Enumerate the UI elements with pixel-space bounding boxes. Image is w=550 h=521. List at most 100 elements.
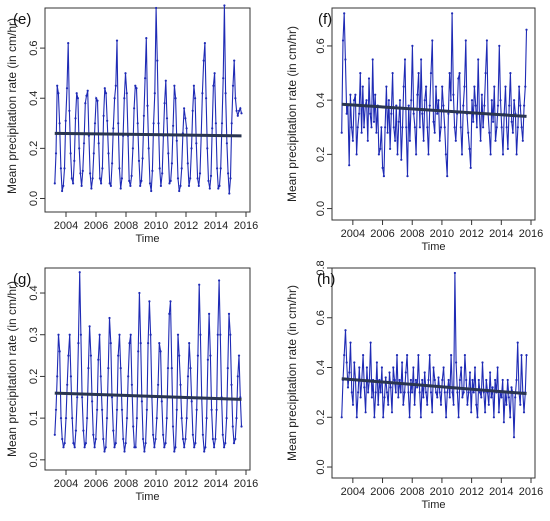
data-point bbox=[479, 139, 482, 142]
data-point bbox=[450, 354, 453, 357]
data-point bbox=[73, 446, 76, 449]
data-point bbox=[349, 93, 352, 96]
data-point bbox=[379, 147, 382, 150]
data-point bbox=[431, 39, 434, 42]
data-point bbox=[79, 172, 82, 175]
data-point bbox=[408, 416, 411, 419]
data-point bbox=[140, 179, 143, 182]
data-point bbox=[456, 391, 459, 394]
data-point bbox=[180, 417, 183, 420]
data-point bbox=[159, 350, 162, 353]
data-point bbox=[148, 300, 151, 303]
data-point bbox=[451, 391, 454, 394]
data-point bbox=[206, 147, 209, 150]
data-point bbox=[353, 361, 356, 364]
data-point bbox=[70, 177, 73, 180]
data-point bbox=[211, 127, 214, 130]
data-point bbox=[198, 283, 201, 286]
data-point bbox=[107, 152, 110, 155]
data-point bbox=[426, 126, 429, 129]
data-point bbox=[165, 117, 169, 120]
panel-h: 2004 2006 2008 2010 2012 2014 2016 0.0 0.2 0.4 0.6… bbox=[285, 260, 543, 511]
data-point bbox=[142, 114, 145, 117]
data-point bbox=[125, 417, 129, 420]
data-point bbox=[366, 139, 369, 142]
data-point bbox=[147, 147, 150, 150]
data-point bbox=[190, 400, 193, 403]
data-point bbox=[421, 378, 424, 382]
data-point bbox=[209, 354, 212, 357]
data-point bbox=[224, 92, 227, 95]
data-point bbox=[227, 172, 230, 175]
data-point bbox=[235, 109, 238, 112]
data-point bbox=[494, 139, 497, 142]
data-point bbox=[196, 177, 199, 180]
x-tick-label: 2008 bbox=[400, 486, 424, 498]
data-point bbox=[236, 375, 239, 378]
data-point bbox=[184, 437, 187, 441]
data-point bbox=[61, 189, 64, 193]
data-point bbox=[432, 120, 435, 123]
data-point bbox=[446, 391, 449, 394]
data-point bbox=[98, 333, 101, 336]
data-point bbox=[459, 126, 462, 129]
data-point bbox=[519, 403, 522, 406]
data-point bbox=[113, 446, 116, 449]
data-point bbox=[85, 94, 88, 97]
data-point bbox=[475, 126, 478, 129]
data-point bbox=[510, 120, 513, 123]
data-point bbox=[472, 391, 475, 394]
data-point bbox=[118, 167, 121, 170]
data-point bbox=[185, 127, 188, 130]
data-point bbox=[96, 99, 99, 102]
data-point bbox=[122, 437, 125, 441]
data-point bbox=[482, 391, 485, 394]
plot-frame bbox=[44, 267, 251, 471]
data-point bbox=[196, 354, 199, 357]
data-point bbox=[460, 153, 464, 156]
data-point bbox=[114, 442, 117, 445]
data-point bbox=[447, 112, 450, 115]
data-point bbox=[511, 131, 514, 134]
data-point bbox=[235, 417, 238, 420]
data-point bbox=[164, 442, 167, 445]
data-point bbox=[58, 122, 61, 125]
data-point bbox=[59, 417, 63, 420]
data-point bbox=[78, 271, 81, 274]
data-point bbox=[171, 425, 175, 428]
data-point bbox=[135, 87, 138, 90]
data-point bbox=[178, 354, 181, 357]
data-point bbox=[432, 366, 435, 369]
data-point bbox=[215, 408, 218, 411]
x-axis-label: Time bbox=[421, 241, 445, 253]
data-point bbox=[426, 403, 429, 406]
data-point bbox=[506, 147, 509, 150]
data-point bbox=[172, 124, 175, 127]
data-point bbox=[396, 153, 399, 156]
data-point bbox=[467, 391, 470, 394]
data-point bbox=[124, 72, 127, 75]
data-point bbox=[66, 383, 69, 386]
data-point bbox=[210, 408, 213, 411]
data-point bbox=[224, 442, 227, 445]
data-point bbox=[408, 139, 411, 142]
data-point bbox=[78, 147, 81, 150]
data-point bbox=[423, 371, 426, 374]
data-point bbox=[472, 120, 475, 123]
data-point bbox=[345, 361, 348, 364]
x-axis-label: Time bbox=[135, 233, 159, 245]
data-point bbox=[518, 85, 521, 88]
data-point bbox=[454, 139, 457, 142]
data-point bbox=[163, 446, 166, 449]
data-point bbox=[510, 386, 513, 389]
panel-f: 2004 2006 2008 2010 2012 2014 2016 0.0 0.2 0.4 0.6… bbox=[285, 7, 543, 253]
data-point bbox=[86, 417, 89, 420]
data-point bbox=[504, 85, 507, 88]
x-tick-label: 2010 bbox=[144, 220, 168, 232]
y-tick-label: 0.4 bbox=[28, 285, 40, 300]
data-point bbox=[355, 153, 358, 156]
data-point bbox=[146, 104, 149, 107]
data-point bbox=[393, 378, 396, 382]
data-point bbox=[56, 375, 59, 378]
data-point bbox=[239, 107, 242, 110]
